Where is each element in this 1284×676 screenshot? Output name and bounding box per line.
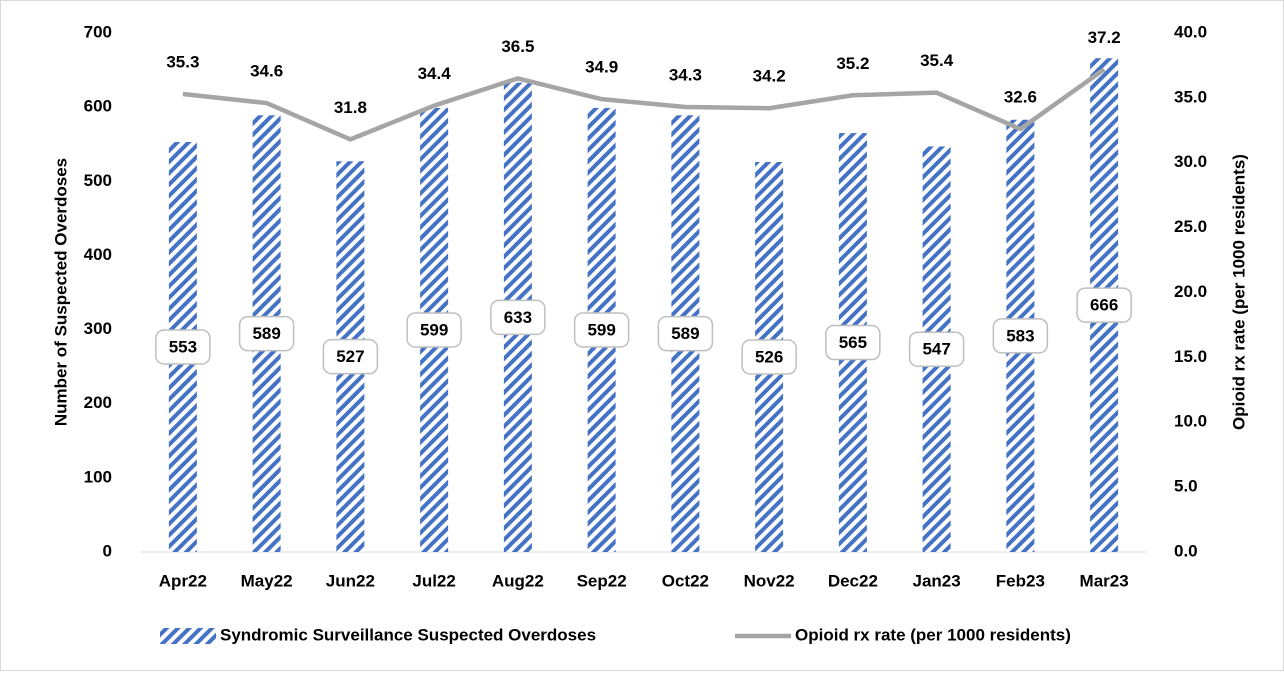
data-label: 35.3 (166, 52, 199, 71)
y-tick-label: 100 (84, 467, 112, 486)
y-tick-label: 700 (84, 22, 112, 41)
x-tick-label: Aug22 (492, 571, 544, 590)
legend-label: Opioid rx rate (per 1000 residents) (795, 625, 1071, 644)
data-label: 553 (169, 337, 197, 356)
y-tick-label: 600 (84, 97, 112, 116)
y2-tick-label: 5.0 (1174, 477, 1198, 496)
data-label: 599 (420, 320, 448, 339)
data-label: 35.2 (836, 54, 869, 73)
data-label-box (1076, 287, 1132, 323)
y2-tick-label: 20.0 (1174, 282, 1207, 301)
legend-swatch (160, 628, 216, 644)
x-tick-label: Mar23 (1080, 571, 1129, 590)
data-label: 36.5 (501, 37, 534, 56)
data-label: 589 (671, 324, 699, 343)
y-tick-label: 400 (84, 245, 112, 264)
x-tick-label: Apr22 (159, 571, 207, 590)
data-label: 34.6 (250, 62, 283, 81)
data-label: 34.4 (418, 64, 452, 83)
data-label-box (657, 315, 714, 352)
data-label: 37.2 (1088, 28, 1121, 47)
data-label: 32.6 (1004, 87, 1037, 106)
y2-axis-title: Opioid rx rate (per 1000 residents) (1229, 154, 1248, 430)
data-label: 527 (336, 347, 364, 366)
data-label-box (238, 315, 295, 352)
data-label-box (825, 324, 881, 361)
data-label: 589 (252, 324, 280, 343)
x-tick-label: Jul22 (412, 571, 455, 590)
data-label: 31.8 (334, 98, 367, 117)
x-tick-label: Sep22 (577, 571, 627, 590)
x-tick-label: Dec22 (828, 571, 878, 590)
y2-tick-label: 0.0 (1174, 541, 1198, 560)
data-label: 526 (755, 347, 783, 366)
data-label-box (322, 338, 379, 375)
data-label: 547 (922, 340, 950, 359)
data-label: 34.3 (669, 65, 702, 84)
data-label: 35.4 (920, 51, 954, 70)
y-tick-label: 500 (84, 171, 112, 190)
y2-tick-label: 10.0 (1174, 412, 1207, 431)
legend-label: Syndromic Surveillance Suspected Overdos… (220, 625, 596, 644)
data-label-box (490, 299, 546, 336)
y-tick-label: 0 (103, 541, 112, 560)
data-label: 565 (839, 333, 867, 352)
y-axis-title: Number of Suspected Overdoses (51, 158, 70, 426)
data-label: 666 (1090, 296, 1118, 315)
y2-tick-label: 15.0 (1174, 347, 1207, 366)
data-label: 34.9 (585, 58, 618, 77)
data-label: 599 (587, 320, 615, 339)
data-label: 34.2 (753, 67, 786, 86)
data-label-box (155, 329, 211, 365)
x-tick-label: Oct22 (662, 571, 709, 590)
line (182, 67, 1106, 142)
y2-tick-label: 40.0 (1174, 22, 1207, 41)
y-tick-label: 200 (84, 393, 112, 412)
x-tick-label: Jan23 (913, 571, 961, 590)
x-tick-label: Jun22 (326, 571, 375, 590)
data-label-box (573, 312, 630, 348)
x-tick-label: Feb23 (996, 571, 1045, 590)
y2-tick-label: 30.0 (1174, 152, 1207, 171)
x-tick-label: Nov22 (744, 571, 795, 590)
data-label-box (992, 318, 1049, 354)
data-label-box (908, 331, 965, 367)
y2-tick-label: 25.0 (1174, 217, 1207, 236)
data-label: 583 (1006, 326, 1034, 345)
data-label: 633 (504, 308, 532, 327)
x-tick-label: May22 (241, 571, 293, 590)
data-label-box (741, 339, 797, 375)
y-tick-label: 300 (84, 319, 112, 338)
data-label-box (406, 312, 462, 348)
y2-tick-label: 35.0 (1174, 87, 1207, 106)
